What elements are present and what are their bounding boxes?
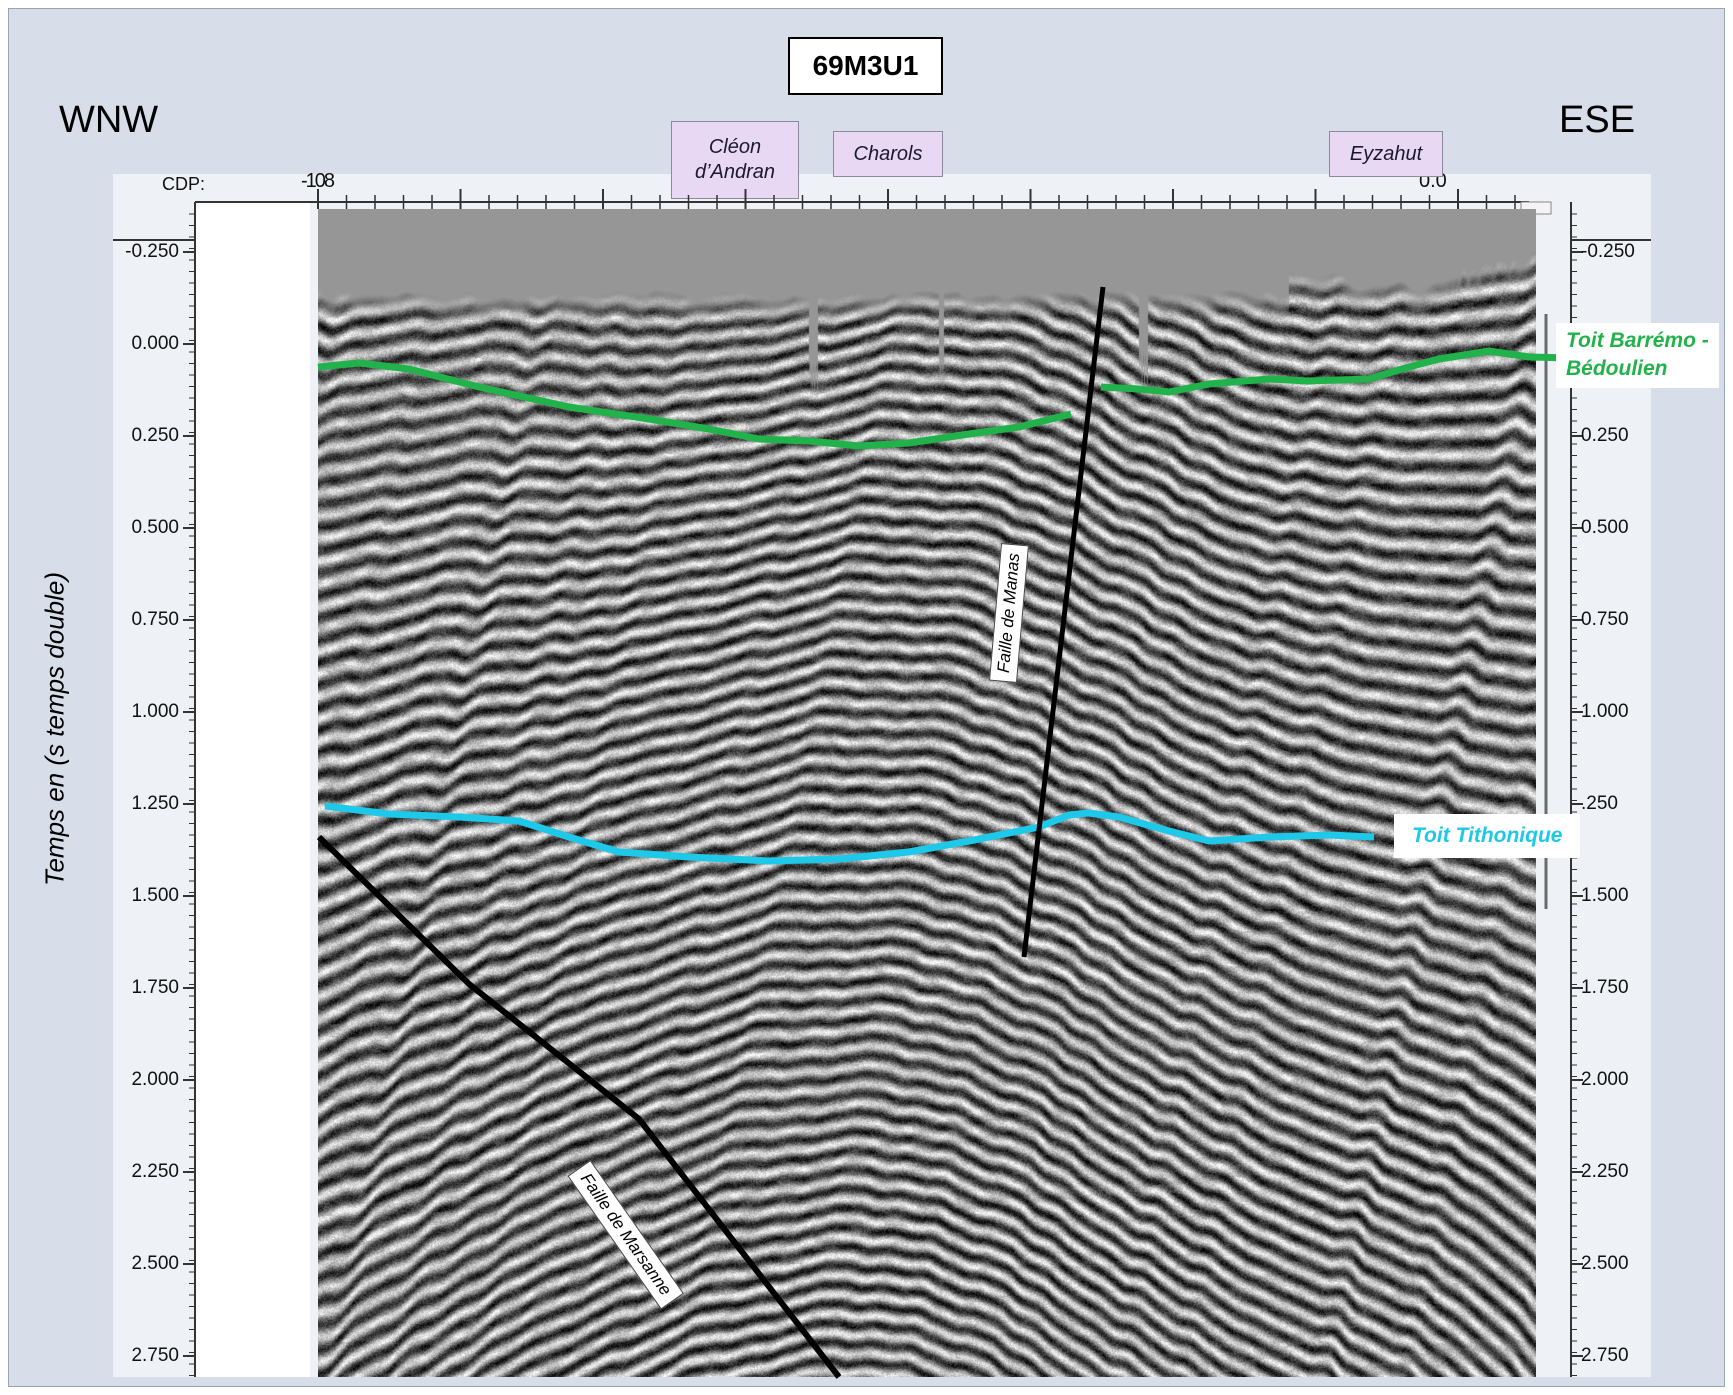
y-tick-label-right: 2.500: [1581, 1253, 1629, 1274]
y-tick-label-right: 2.000: [1581, 1069, 1629, 1090]
y-tick-label-left: 1.750: [131, 977, 179, 998]
ruler-ticks: [317, 189, 1516, 209]
y-tick-label-right: 2.750: [1581, 1345, 1629, 1366]
y-tick-label-left: 0.250: [131, 425, 179, 446]
y-tick-label-right: 0.750: [1581, 609, 1629, 630]
locality-eyzahut: Eyzahut: [1329, 131, 1443, 177]
y-tick-label-left: 2.500: [131, 1253, 179, 1274]
y-tick-label-left: 1.000: [131, 701, 179, 722]
no-data-strip: [195, 202, 310, 1377]
cdp-label: CDP:: [162, 174, 206, 194]
figure-frame: 69M3U1 WNW ESE CDP: -108 0.0 Cléon d’And…: [8, 8, 1725, 1387]
y-tick-label-right: .250: [1581, 793, 1618, 814]
seismic-section: [318, 209, 1536, 1377]
cdp-start-value: -108: [301, 170, 335, 192]
y-tick-label-right: 2.250: [1581, 1161, 1629, 1182]
y-tick-label-left: 2.250: [131, 1161, 179, 1182]
y-tick-label-left: 0.750: [131, 609, 179, 630]
y-tick-label-right: 1.750: [1581, 977, 1629, 998]
y-tick-label-left: 1.250: [131, 793, 179, 814]
profile-title: 69M3U1: [788, 37, 943, 95]
horizon-label-barremo-bedoulien: Toit Barrémo - Bédoulien: [1556, 323, 1719, 388]
y-tick-label-left: 0.000: [131, 333, 179, 354]
y-tick-label-right: 0.500: [1581, 517, 1629, 538]
y-tick-label-right: -0.250: [1581, 241, 1635, 262]
y-tick-label-left: 2.000: [131, 1069, 179, 1090]
y-tick-label-left: -0.250: [125, 241, 179, 262]
y-tick-label-right: 1.000: [1581, 701, 1629, 722]
locality-charols: Charols: [833, 131, 943, 177]
axes-svg: [113, 189, 1651, 1377]
horizon-label-tithonique: Toit Tithonique: [1394, 814, 1581, 859]
y-tick-label-right: 0.250: [1581, 425, 1629, 446]
direction-wnw: WNW: [59, 99, 159, 141]
y-tick-label-left: 2.750: [131, 1345, 179, 1366]
left-minor-ticks: [189, 213, 195, 1376]
y-tick-label-right: 1.500: [1581, 885, 1629, 906]
y-tick-label-left: 0.500: [131, 517, 179, 538]
locality-cleon-dandran: Cléon d’Andran: [671, 121, 799, 199]
left-major-ticks: [183, 251, 195, 1357]
direction-ese: ESE: [1559, 99, 1636, 141]
y-tick-label-left: 1.500: [131, 885, 179, 906]
